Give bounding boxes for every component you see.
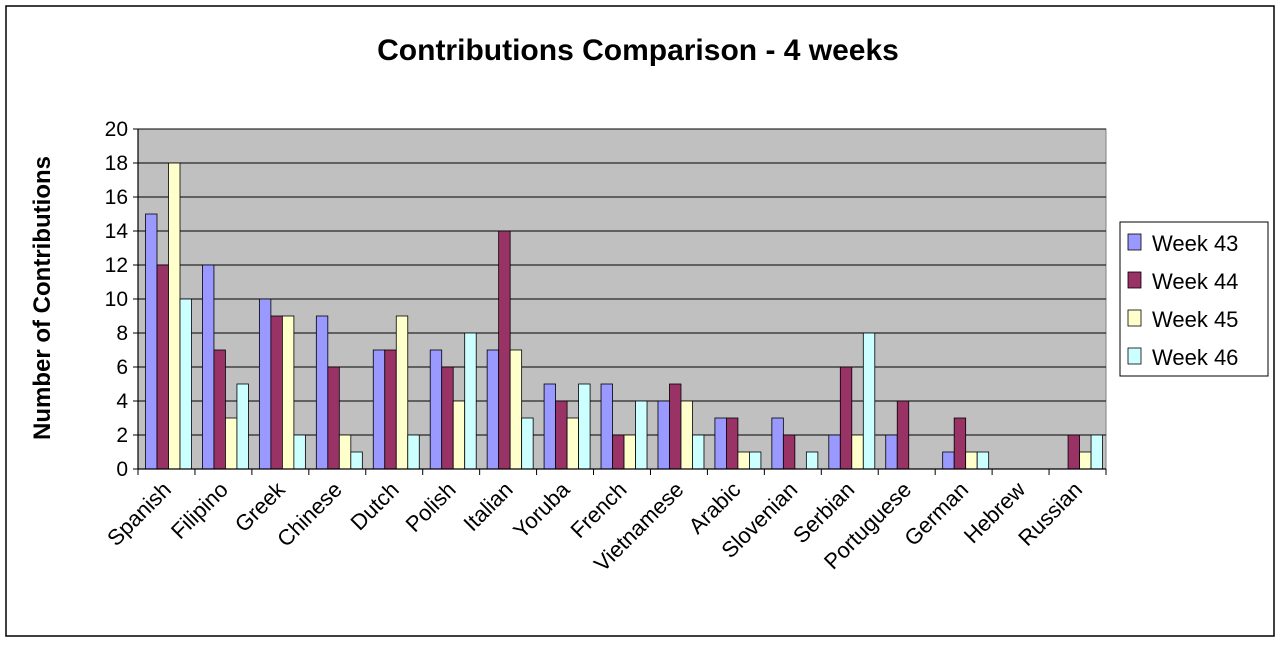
bar-week-43-filipino [202, 264, 215, 470]
bar-week-44-polish [441, 366, 454, 470]
y-tick-label: 6 [116, 356, 128, 379]
bar-week-46-russian [1090, 434, 1103, 470]
bar-week-45-serbian [851, 434, 864, 470]
bar-week-43-spanish [145, 213, 158, 470]
bar-week-43-german [942, 451, 955, 470]
y-tick-label: 18 [105, 152, 128, 175]
bar-week-43-french [600, 383, 613, 470]
axes [133, 128, 1107, 475]
y-tick-label: 10 [105, 288, 128, 311]
bar-week-44-chinese [327, 366, 340, 470]
bar-week-43-chinese [315, 315, 329, 470]
bar-week-44-russian [1067, 434, 1080, 470]
y-tick-label: 2 [116, 424, 128, 447]
legend-swatch-week-46 [1127, 347, 1142, 365]
bar-week-43-yoruba [543, 383, 556, 470]
bar-week-46-vietnamese [692, 434, 705, 470]
bar-week-45-italian [509, 349, 523, 470]
bar-week-43-serbian [828, 434, 841, 470]
y-tick-label: 0 [116, 458, 128, 481]
bar-week-44-german [953, 417, 967, 470]
bar-week-45-greek [281, 315, 295, 470]
legend-swatch-week-45 [1127, 309, 1142, 327]
legend-label-week-43: Week 43 [1152, 231, 1238, 256]
bar-week-45-french [623, 434, 636, 470]
bar-week-46-slovenian [805, 451, 819, 470]
bar-week-43-polish [429, 349, 443, 470]
legend-box [1119, 221, 1269, 377]
bar-week-45-german [965, 451, 978, 470]
bar-week-43-italian [486, 349, 500, 470]
bar-week-46-arabic [749, 451, 762, 470]
bar-week-45-chinese [338, 434, 352, 470]
bar-week-43-portuguese [885, 434, 898, 470]
y-axis-label: Number of Contributions [29, 156, 56, 440]
legend-label-week-44: Week 44 [1152, 269, 1238, 294]
bar-week-43-greek [258, 298, 272, 470]
y-tick-label: 12 [105, 254, 128, 277]
bar-week-45-spanish [168, 162, 181, 470]
y-tick-label: 4 [116, 390, 128, 413]
bar-week-46-greek [293, 434, 306, 470]
bar-week-43-arabic [714, 417, 727, 470]
bar-week-46-chinese [350, 451, 363, 470]
bar-week-44-serbian [839, 366, 853, 470]
bar-week-44-french [612, 434, 625, 470]
legend-swatch-week-43 [1127, 233, 1142, 251]
y-tick-label: 16 [105, 186, 128, 209]
bar-week-46-italian [521, 417, 534, 470]
bar-week-44-vietnamese [669, 383, 682, 470]
bar-week-46-yoruba [578, 383, 591, 470]
bar-week-45-vietnamese [680, 400, 693, 470]
bar-week-45-russian [1079, 451, 1092, 470]
y-tick-label: 8 [116, 322, 128, 345]
legend-label-week-46: Week 46 [1152, 345, 1238, 370]
y-tick-label: 14 [105, 220, 129, 243]
bar-week-44-italian [498, 230, 511, 470]
bar-week-43-vietnamese [657, 400, 670, 470]
gridlines [138, 128, 1106, 436]
bar-week-46-polish [464, 332, 477, 470]
bars [145, 162, 1103, 470]
legend-label-week-45: Week 45 [1152, 307, 1238, 332]
bar-week-44-greek [270, 315, 283, 470]
bar-week-43-dutch [372, 349, 386, 470]
bar-week-44-yoruba [555, 400, 568, 470]
bar-week-44-dutch [384, 349, 397, 470]
bar-week-44-portuguese [896, 400, 910, 470]
bar-week-45-dutch [395, 315, 409, 470]
bar-week-45-yoruba [566, 417, 579, 470]
bar-week-46-serbian [862, 332, 876, 470]
bar-week-46-german [976, 451, 990, 470]
bar-week-43-slovenian [771, 417, 784, 470]
chart-title: Contributions Comparison - 4 weeks [377, 34, 899, 67]
bar-week-45-arabic [737, 451, 750, 470]
bar-week-45-filipino [225, 417, 238, 470]
bar-week-46-filipino [236, 383, 249, 470]
bar-week-46-spanish [179, 298, 192, 470]
bar-week-44-spanish [156, 264, 169, 470]
bar-week-46-dutch [407, 434, 420, 470]
bar-week-46-french [635, 400, 648, 470]
bar-week-44-arabic [726, 417, 739, 470]
legend-swatch-week-44 [1127, 271, 1142, 289]
bar-week-44-filipino [213, 349, 226, 470]
bar-week-45-polish [452, 400, 466, 470]
y-tick-label: 20 [105, 118, 128, 141]
bar-week-44-slovenian [782, 434, 796, 470]
legend: Week 43 Week 44 Week 45 Week 46 [1119, 221, 1269, 377]
y-tick-labels: 0 2 4 6 8 10 12 14 16 18 20 [105, 118, 129, 481]
